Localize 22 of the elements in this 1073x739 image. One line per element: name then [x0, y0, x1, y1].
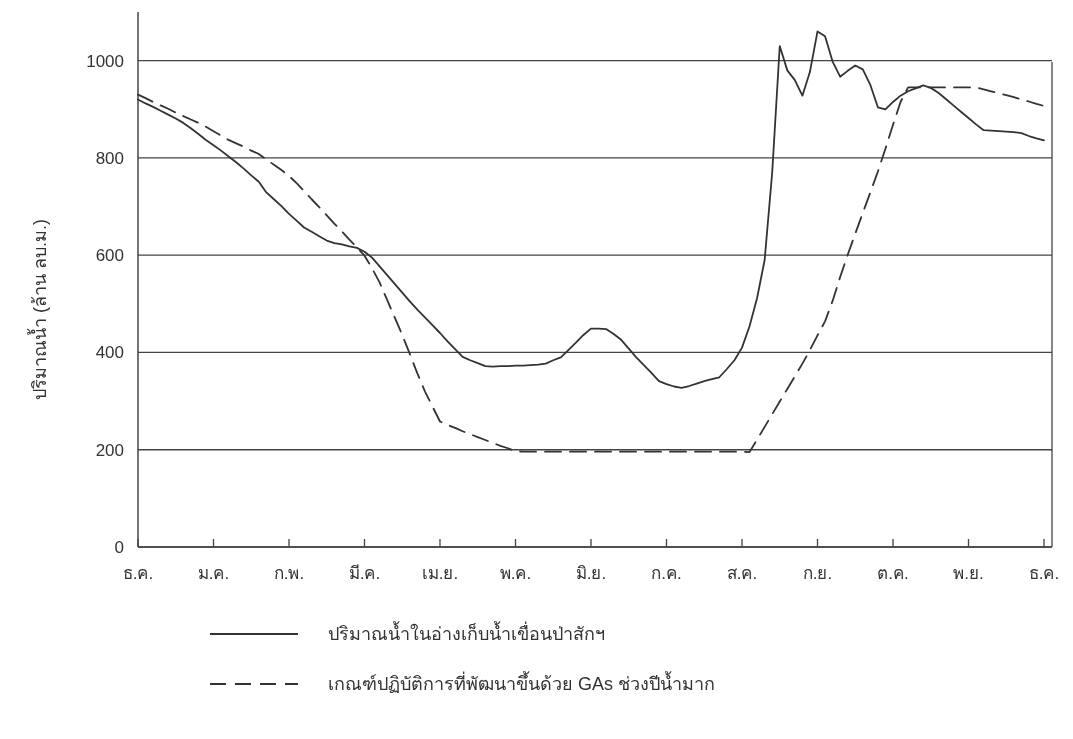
- x-tick-label: ก.พ.: [273, 564, 305, 583]
- y-tick-label: 200: [95, 440, 124, 460]
- y-tick-label: 400: [95, 343, 124, 363]
- x-tick-label: ส.ค.: [726, 564, 758, 583]
- x-tick-label: พ.ย.: [953, 564, 984, 583]
- y-tick-label: 600: [95, 246, 124, 266]
- x-tick-label: ต.ค.: [877, 564, 909, 583]
- x-tick-label: ก.ย.: [802, 564, 833, 583]
- legend-label: ปริมาณน้ำในอ่างเก็บน้ำเขื่อนป่าสักฯ: [328, 621, 605, 644]
- x-tick-label: ธ.ค.: [1028, 564, 1060, 583]
- y-tick-label: 0: [114, 538, 124, 557]
- x-tick-label: มิ.ย.: [575, 564, 607, 583]
- y-tick-label: 1000: [86, 51, 124, 71]
- x-tick-label: ม.ค.: [197, 564, 230, 583]
- y-tick-label: 800: [95, 148, 124, 168]
- x-tick-label: เม.ย.: [421, 564, 459, 583]
- x-tick-label: ธ.ค.: [122, 564, 154, 583]
- x-tick-label: มี.ค.: [348, 564, 381, 583]
- x-tick-label: พ.ค.: [499, 564, 532, 583]
- x-tick-label: ก.ค.: [651, 564, 682, 583]
- y-axis-title: ปริมาณน้ำ (ล้าน ลบ.ม.): [27, 219, 50, 400]
- legend-label: เกณฑ์ปฏิบัติการที่พัฒนาขึ้นด้วย GAs ช่วงปีน้ำมาก: [328, 671, 716, 694]
